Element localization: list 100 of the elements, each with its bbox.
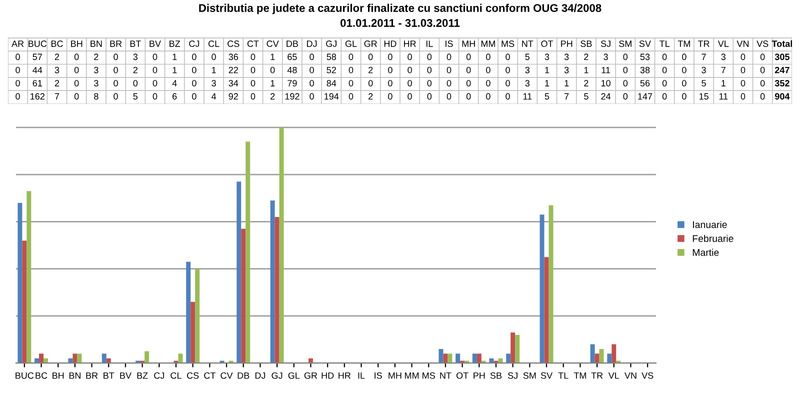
data-label: 1 — [212, 66, 216, 74]
x-tick-label: BH — [52, 372, 64, 379]
data-label: 0 — [192, 93, 196, 100]
data-label: 11 — [719, 93, 728, 100]
x-tick-label: CT — [204, 372, 216, 379]
x-tick-label: OT — [456, 372, 468, 379]
category-label: TL — [660, 40, 670, 47]
x-tick-label: VN — [624, 372, 636, 379]
data-label: 0 — [212, 54, 216, 60]
data-label: 0 — [506, 66, 510, 74]
category-label: CJ — [189, 40, 200, 47]
data-label: 15 — [699, 93, 708, 100]
data-label: 0 — [192, 54, 196, 60]
category-label: NT — [522, 40, 534, 47]
data-label: 0 — [466, 80, 471, 86]
x-tick-label: SM — [523, 372, 536, 379]
data-label: 92 — [228, 93, 238, 100]
category-label: SJ — [600, 40, 610, 47]
x-tick-label: GJ — [272, 372, 282, 379]
x-tick-label: SJ — [508, 372, 518, 379]
bar — [506, 354, 511, 364]
data-label: 0 — [388, 54, 392, 60]
bar — [548, 205, 554, 364]
data-label: 0 — [427, 54, 432, 60]
data-label: 0 — [446, 80, 452, 86]
category-label: HR — [404, 40, 416, 47]
x-tick-label: BC — [36, 372, 48, 379]
data-label: 5 — [525, 54, 530, 60]
x-tick-label: VS — [642, 372, 654, 379]
data-label: 0 — [270, 66, 275, 74]
data-label: 48 — [287, 66, 297, 74]
data-label: 0 — [348, 80, 354, 86]
data-label: 84 — [326, 80, 336, 86]
category-label: BN — [90, 40, 102, 47]
data-label: 0 — [506, 93, 510, 100]
category-label: DJ — [307, 40, 317, 47]
data-label: 0 — [760, 80, 765, 86]
data-label: 0 — [446, 54, 452, 60]
data-label: 3 — [525, 80, 530, 86]
category-label: GR — [364, 40, 377, 47]
data-label: 3 — [54, 66, 60, 74]
data-label: 0 — [740, 66, 746, 74]
data-label: 162 — [30, 93, 44, 100]
data-label: 61 — [32, 80, 42, 86]
category-label: MS — [502, 40, 514, 47]
bar — [456, 354, 460, 364]
data-label: 305 — [774, 54, 790, 60]
data-label: 0 — [408, 66, 412, 74]
data-label: 0 — [446, 66, 452, 74]
category-label: TM — [678, 40, 690, 47]
data-label: 0 — [623, 54, 628, 60]
data-label: 0 — [348, 54, 354, 60]
data-label: 0 — [408, 54, 412, 60]
data-label: 0 — [662, 93, 667, 100]
x-tick-label: TL — [558, 372, 568, 379]
category-label: SB — [580, 40, 592, 47]
category-label: DB — [286, 40, 298, 47]
data-label: 0 — [623, 66, 628, 74]
data-label: 0 — [133, 80, 138, 86]
data-label: 0 — [114, 54, 118, 60]
data-label: 34 — [228, 80, 238, 86]
data-label: 194 — [324, 93, 339, 100]
bar — [540, 214, 544, 364]
data-label: 0 — [16, 54, 20, 60]
x-tick-label: HD — [322, 372, 334, 379]
x-tick-label: BUC — [16, 372, 34, 379]
x-tick-label: MH — [388, 372, 402, 379]
bar — [438, 348, 444, 364]
data-label: 79 — [288, 80, 297, 86]
data-label: 44 — [32, 66, 42, 74]
bar — [443, 354, 448, 364]
data-label: 0 — [250, 93, 256, 100]
data-label: 0 — [16, 93, 20, 100]
data-label: 0 — [760, 66, 765, 74]
x-tick-label: DJ — [255, 372, 266, 379]
data-label: 0 — [486, 54, 490, 60]
bar — [77, 354, 82, 364]
data-label: 0 — [74, 80, 79, 86]
data-label: 0 — [388, 66, 392, 74]
category-label: IL — [426, 40, 433, 47]
data-label: 1 — [172, 54, 177, 60]
data-label: 0 — [740, 80, 746, 86]
data-label: 1 — [545, 80, 550, 86]
data-label: 58 — [326, 54, 336, 60]
category-label: BUC — [28, 40, 47, 47]
data-label: 0 — [682, 66, 686, 74]
data-label: 0 — [682, 80, 686, 86]
bar — [246, 142, 250, 364]
bar — [186, 262, 191, 364]
data-label: 0 — [348, 93, 354, 100]
data-label: 0 — [446, 93, 452, 100]
data-label: 1 — [722, 80, 726, 86]
data-label: 0 — [16, 66, 20, 74]
data-label: 11 — [602, 66, 610, 74]
data-label: 0 — [466, 66, 471, 74]
bar — [22, 240, 27, 364]
data-label: 7 — [721, 66, 726, 74]
category-label: GL — [345, 40, 357, 47]
data-label: 65 — [288, 54, 297, 60]
bar — [270, 200, 275, 364]
